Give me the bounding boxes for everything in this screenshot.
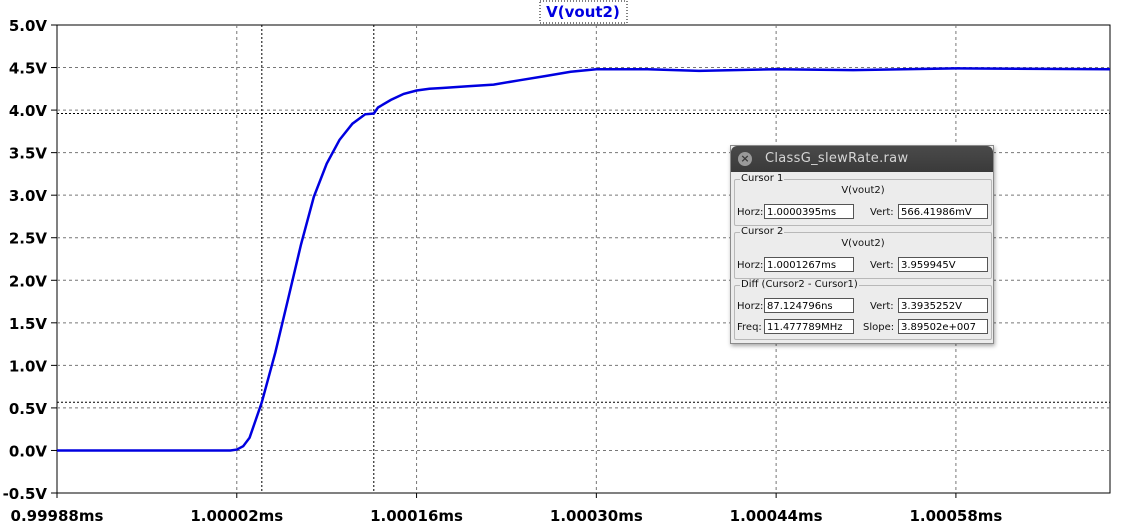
trace-title[interactable]: V(vout2) bbox=[546, 3, 620, 21]
y-tick-label: 1.0V bbox=[9, 357, 48, 375]
cursor2-group: Cursor 2 V(vout2) Horz: 1.0001267ms Vert… bbox=[734, 226, 992, 279]
cursor2-vert-label: Vert: bbox=[870, 260, 894, 271]
cursor-lines bbox=[57, 25, 1110, 493]
y-axis[interactable]: 5.0V 4.5V 4.0V 3.5V 3.0V 2.5V 2.0V 1.5V 1.0V 0.5V… bbox=[3, 17, 57, 503]
y-tick-label: 2.5V bbox=[9, 230, 48, 248]
diff-slope-label: Slope: bbox=[863, 322, 895, 333]
diff-horz-field[interactable]: 87.124796ns bbox=[764, 298, 854, 313]
y-tick-label: 0.0V bbox=[9, 442, 48, 460]
cursor1-vert-label: Vert: bbox=[870, 207, 894, 218]
x-tick-label: 0.99988ms bbox=[11, 507, 104, 525]
diff-label: Diff (Cursor2 - Cursor1) bbox=[740, 279, 859, 290]
grid bbox=[57, 25, 1110, 493]
x-axis[interactable]: 0.99988ms 1.00002ms 1.00016ms 1.00030ms 1.00… bbox=[11, 493, 1003, 525]
diff-freq-label: Freq: bbox=[737, 322, 762, 333]
y-tick-label: 2.0V bbox=[9, 272, 48, 290]
y-tick-label: 5.0V bbox=[9, 17, 48, 35]
cursor1-trace: V(vout2) bbox=[841, 185, 885, 196]
cursor1-label: Cursor 1 bbox=[740, 173, 785, 184]
diff-slope-field[interactable]: 3.89502e+007 bbox=[898, 319, 988, 334]
x-tick-label: 1.00002ms bbox=[190, 507, 283, 525]
cursor2-label: Cursor 2 bbox=[740, 226, 785, 237]
y-tick-label: 0.5V bbox=[9, 400, 48, 418]
cursor2-trace: V(vout2) bbox=[841, 238, 885, 249]
y-tick-label: 4.5V bbox=[9, 60, 48, 78]
diff-vert-field[interactable]: 3.3935252V bbox=[898, 298, 988, 313]
x-tick-label: 1.00044ms bbox=[730, 507, 823, 525]
diff-horz-label: Horz: bbox=[737, 301, 764, 312]
x-tick-label: 1.00058ms bbox=[909, 507, 1002, 525]
y-tick-label: -0.5V bbox=[3, 485, 48, 503]
cursor2-vert-field[interactable]: 3.959945V bbox=[898, 257, 988, 272]
y-tick-label: 3.0V bbox=[9, 187, 48, 205]
cursor1-horz-field[interactable]: 1.0000395ms bbox=[764, 204, 854, 219]
y-tick-label: 3.5V bbox=[9, 145, 48, 163]
cursor1-group: Cursor 1 V(vout2) Horz: 1.0000395ms Vert… bbox=[734, 173, 992, 226]
trace-title-box bbox=[539, 0, 628, 24]
y-tick-label: 4.0V bbox=[9, 102, 48, 120]
cursor-readout-dialog[interactable]: × ClassG_slewRate.raw Cursor 1 V(vout2) … bbox=[730, 145, 994, 344]
x-tick-label: 1.00016ms bbox=[370, 507, 463, 525]
trace-vout2 bbox=[57, 67, 1111, 452]
dialog-title: ClassG_slewRate.raw bbox=[765, 151, 909, 166]
cursor2-horz-field[interactable]: 1.0001267ms bbox=[764, 257, 854, 272]
x-tick-label: 1.00030ms bbox=[550, 507, 643, 525]
diff-group: Diff (Cursor2 - Cursor1) Horz: 87.124796… bbox=[734, 279, 992, 340]
cursor1-horz-label: Horz: bbox=[737, 207, 764, 218]
diff-vert-label: Vert: bbox=[870, 301, 894, 312]
close-icon[interactable]: × bbox=[738, 152, 752, 166]
dialog-titlebar[interactable]: × ClassG_slewRate.raw bbox=[731, 146, 993, 172]
cursor2-horz-label: Horz: bbox=[737, 260, 764, 271]
cursor1-vert-field[interactable]: 566.41986mV bbox=[898, 204, 988, 219]
diff-freq-field[interactable]: 11.477789MHz bbox=[764, 319, 854, 334]
y-tick-label: 1.5V bbox=[9, 315, 48, 333]
